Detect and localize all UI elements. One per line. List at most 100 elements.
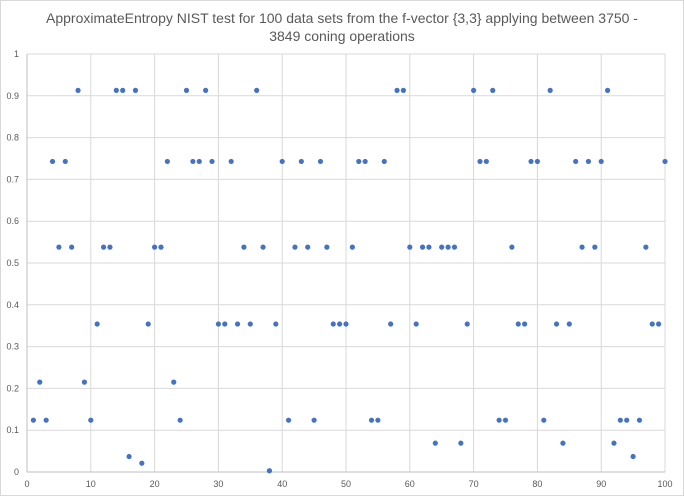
- data-point: [49, 158, 56, 165]
- data-point: [37, 379, 43, 385]
- data-point: [222, 321, 228, 327]
- data-point: [400, 87, 407, 93]
- data-point: [279, 158, 285, 165]
- data-point: [56, 244, 62, 250]
- x-tick-label: 80: [532, 479, 542, 489]
- data-point: [215, 321, 221, 327]
- data-point: [164, 158, 170, 165]
- data-point: [81, 379, 88, 385]
- data-point: [177, 417, 183, 423]
- data-point: [662, 158, 668, 165]
- x-tick-label: 0: [24, 479, 29, 489]
- y-tick-label: 0.9: [6, 91, 19, 101]
- y-tick-label: 0.5: [6, 258, 19, 268]
- data-point: [75, 87, 81, 93]
- data-point: [132, 87, 139, 93]
- data-point: [285, 417, 292, 423]
- data-point: [126, 453, 132, 460]
- data-point: [254, 87, 260, 93]
- data-point: [273, 321, 279, 327]
- gridlines: [27, 53, 666, 472]
- data-point: [547, 87, 553, 93]
- data-point: [490, 87, 496, 93]
- data-point: [260, 244, 266, 250]
- data-point: [407, 244, 413, 250]
- data-point: [203, 87, 209, 93]
- data-point: [624, 417, 630, 423]
- data-point: [69, 244, 75, 250]
- data-point: [464, 321, 470, 327]
- y-tick-label: 0.1: [6, 425, 19, 435]
- data-point: [349, 244, 355, 250]
- data-point: [375, 417, 381, 423]
- data-point: [139, 460, 145, 466]
- data-point: [94, 321, 100, 327]
- y-tick-label: 0.3: [6, 342, 19, 352]
- data-point: [419, 244, 426, 250]
- data-point: [209, 158, 215, 165]
- x-tick-label: 50: [341, 479, 351, 489]
- data-point: [388, 321, 394, 327]
- data-point: [183, 87, 190, 93]
- data-point: [30, 417, 36, 423]
- data-point: [241, 244, 247, 250]
- x-tick-label: 90: [596, 479, 606, 489]
- axes: [26, 54, 665, 473]
- data-point: [617, 417, 623, 423]
- data-point: [496, 417, 502, 423]
- x-tick-label: 70: [469, 479, 479, 489]
- data-point: [62, 158, 68, 165]
- data-point: [585, 158, 592, 165]
- data-point: [330, 321, 336, 327]
- data-point: [451, 244, 458, 250]
- data-point: [152, 244, 158, 250]
- x-tick-label: 60: [405, 479, 415, 489]
- data-point: [445, 244, 451, 250]
- data-point: [317, 158, 324, 165]
- data-point: [439, 244, 445, 250]
- data-point: [247, 321, 253, 327]
- x-tick-label: 30: [213, 479, 223, 489]
- y-tick-label: 0: [14, 467, 19, 477]
- data-point: [324, 244, 330, 250]
- data-point: [579, 244, 585, 250]
- chart-title: ApproximateEntropy NIST test for 100 dat…: [46, 10, 638, 44]
- data-point: [413, 321, 419, 327]
- data-point: [471, 87, 477, 93]
- data-point: [573, 158, 579, 165]
- data-point: [88, 417, 94, 423]
- data-point: [190, 158, 196, 165]
- data-point: [158, 244, 164, 250]
- data-points: [30, 87, 668, 474]
- data-point: [381, 158, 387, 165]
- y-tick-label: 0.8: [6, 133, 19, 143]
- data-point: [362, 158, 368, 165]
- data-point: [458, 440, 464, 446]
- data-point: [298, 158, 304, 165]
- data-point: [43, 417, 49, 423]
- y-tick-label: 0.6: [6, 216, 19, 226]
- data-point: [630, 453, 636, 460]
- x-tick-label: 100: [657, 479, 672, 489]
- data-point: [426, 244, 432, 250]
- data-point: [522, 321, 528, 327]
- data-point: [368, 417, 375, 423]
- data-point: [394, 87, 400, 93]
- data-point: [515, 321, 521, 327]
- data-point: [343, 321, 349, 327]
- data-point: [560, 440, 566, 446]
- data-point: [356, 158, 362, 165]
- data-point: [528, 158, 534, 165]
- data-point: [611, 440, 617, 446]
- data-point: [196, 158, 202, 165]
- data-point: [145, 321, 151, 327]
- data-point: [592, 244, 598, 250]
- data-point: [534, 158, 541, 165]
- data-point: [598, 158, 604, 165]
- data-point: [636, 417, 643, 423]
- data-point: [432, 440, 438, 446]
- data-point: [541, 417, 547, 423]
- data-point: [566, 321, 572, 327]
